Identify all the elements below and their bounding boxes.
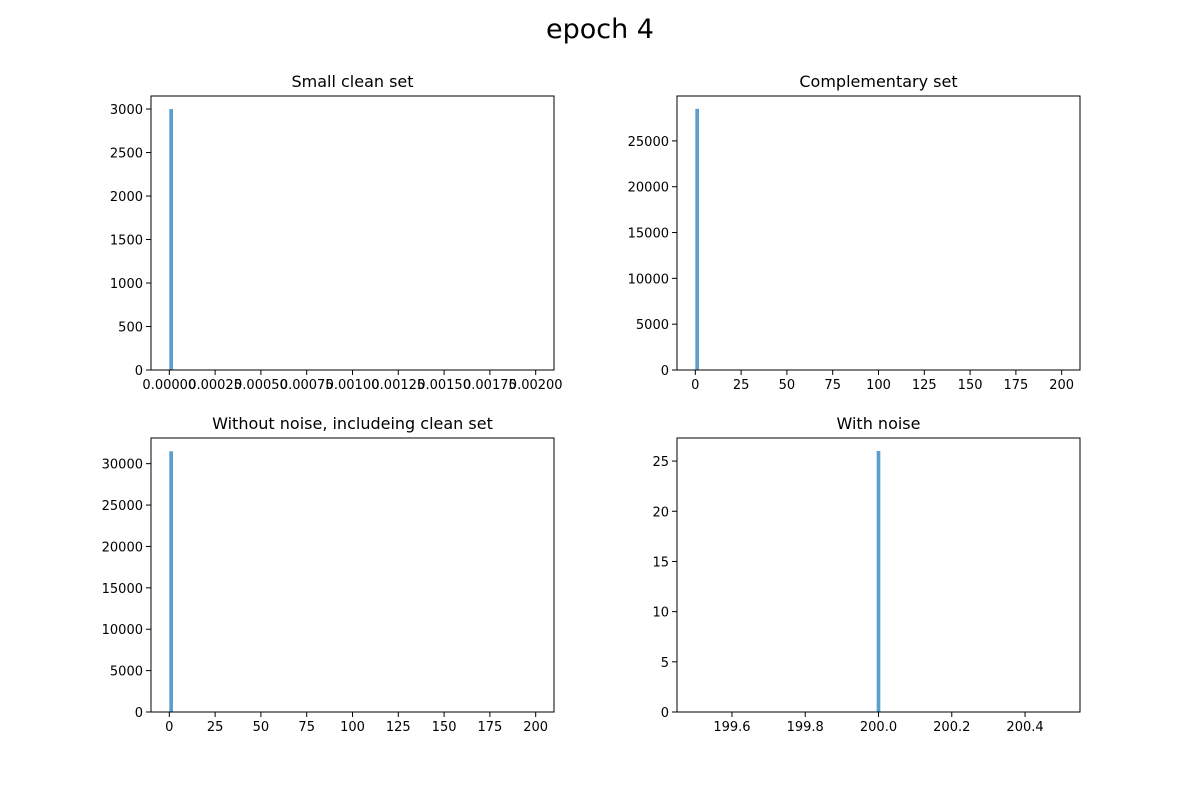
complementary-set-ytick-label-5: 25000 xyxy=(628,135,669,150)
with-noise-xtick-label-0: 199.6 xyxy=(713,720,750,735)
complementary-set-xtick-label-6: 150 xyxy=(958,378,983,393)
small-clean-set-xtick-label-3: 0.00075 xyxy=(280,378,334,393)
with-noise-xtick-label-1: 199.8 xyxy=(787,720,824,735)
complementary-set-ytick-label-1: 5000 xyxy=(636,318,669,333)
small-clean-set-xtick-label-8: 0.00200 xyxy=(509,378,563,393)
small-clean-set-ytick-label-6: 3000 xyxy=(110,103,143,118)
with-noise-bar-0 xyxy=(876,451,881,712)
small-clean-set-bar-0 xyxy=(169,109,173,371)
subplot-grid: Small clean set0.000000.000250.000500.00… xyxy=(102,72,1081,735)
without-noise-xtick-label-8: 200 xyxy=(523,720,548,735)
small-clean-set-xtick-label-2: 0.00050 xyxy=(234,378,288,393)
without-noise-xtick-label-7: 175 xyxy=(477,720,502,735)
with-noise-xtick-label-4: 200.4 xyxy=(1006,720,1043,735)
without-noise-bar-0 xyxy=(169,451,173,712)
without-noise-ytick-label-3: 15000 xyxy=(102,582,143,597)
complementary-set-bar-0 xyxy=(695,108,699,370)
without-noise-xtick-label-2: 50 xyxy=(253,720,270,735)
with-noise-panel: With noise 199.6 199.8 200.0 200.2 200.4 0 5 10 1… xyxy=(652,414,1081,735)
with-noise-xtick-label-2: 200.0 xyxy=(860,720,897,735)
complementary-set-xtick-label-2: 50 xyxy=(779,378,796,393)
without-noise-panel: Without noise, includeing clean set 0 25 50… xyxy=(102,414,555,735)
small-clean-set-ytick-label-2: 1000 xyxy=(110,277,143,292)
complementary-set-ytick-label-4: 20000 xyxy=(628,181,669,196)
complementary-set-xtick-label-1: 25 xyxy=(733,378,750,393)
without-noise-xtick-label-0: 0 xyxy=(165,720,173,735)
small-clean-set-xtick-label-5: 0.00125 xyxy=(371,378,425,393)
complementary-set-ytick-label-0: 0 xyxy=(661,364,669,379)
with-noise-ytick-label-1: 5 xyxy=(661,656,669,671)
small-clean-set-ytick-label-5: 2500 xyxy=(110,147,143,162)
complementary-set-xtick-label-3: 75 xyxy=(824,378,841,393)
small-clean-set-ytick-label-0: 0 xyxy=(135,364,143,379)
complementary-set-title: Complementary set xyxy=(799,72,957,91)
with-noise-ytick-label-5: 25 xyxy=(652,455,669,470)
without-noise-ytick-label-6: 30000 xyxy=(102,458,143,473)
small-clean-set-ytick-label-3: 1500 xyxy=(110,234,143,249)
without-noise-xtick-label-3: 75 xyxy=(298,720,315,735)
small-clean-set-xtick-label-1: 0.00025 xyxy=(188,378,242,393)
without-noise-ytick-label-4: 20000 xyxy=(102,540,143,555)
small-clean-set-xtick-label-7: 0.00175 xyxy=(463,378,517,393)
without-noise-xtick-label-6: 150 xyxy=(432,720,457,735)
without-noise-title: Without noise, includeing clean set xyxy=(212,414,493,433)
without-noise-ytick-label-2: 10000 xyxy=(102,623,143,638)
with-noise-ytick-label-2: 10 xyxy=(652,606,669,621)
complementary-set-xtick-label-7: 175 xyxy=(1003,378,1028,393)
without-noise-xtick-label-4: 100 xyxy=(340,720,365,735)
small-clean-set-ytick-label-1: 500 xyxy=(118,321,143,336)
figure-title: epoch 4 xyxy=(546,14,654,45)
small-clean-set-title: Small clean set xyxy=(291,72,413,91)
without-noise-ytick-label-0: 0 xyxy=(135,706,143,721)
small-clean-set-ytick-label-4: 2000 xyxy=(110,190,143,205)
with-noise-ytick-label-3: 15 xyxy=(652,555,669,570)
complementary-set-xtick-label-5: 125 xyxy=(912,378,937,393)
without-noise-xtick-label-5: 125 xyxy=(386,720,411,735)
complementary-set-xtick-label-8: 200 xyxy=(1049,378,1074,393)
complementary-set-ytick-label-2: 10000 xyxy=(628,272,669,287)
without-noise-ytick-label-1: 5000 xyxy=(110,665,143,680)
without-noise-xtick-label-1: 25 xyxy=(207,720,224,735)
without-noise-ytick-label-5: 25000 xyxy=(102,499,143,514)
small-clean-set-xtick-label-4: 0.00100 xyxy=(326,378,380,393)
small-clean-set-panel: Small clean set0.000000.000250.000500.00… xyxy=(110,72,563,393)
with-noise-ytick-label-0: 0 xyxy=(661,706,669,721)
small-clean-set-xtick-label-0: 0.00000 xyxy=(142,378,196,393)
with-noise-xtick-label-3: 200.2 xyxy=(933,720,970,735)
with-noise-title: With noise xyxy=(837,414,921,433)
complementary-set-xtick-label-0: 0 xyxy=(691,378,699,393)
small-clean-set-xtick-label-6: 0.00150 xyxy=(417,378,471,393)
complementary-set-ytick-label-3: 15000 xyxy=(628,227,669,242)
with-noise-ytick-label-4: 20 xyxy=(652,505,669,520)
complementary-set-xtick-label-4: 100 xyxy=(866,378,891,393)
